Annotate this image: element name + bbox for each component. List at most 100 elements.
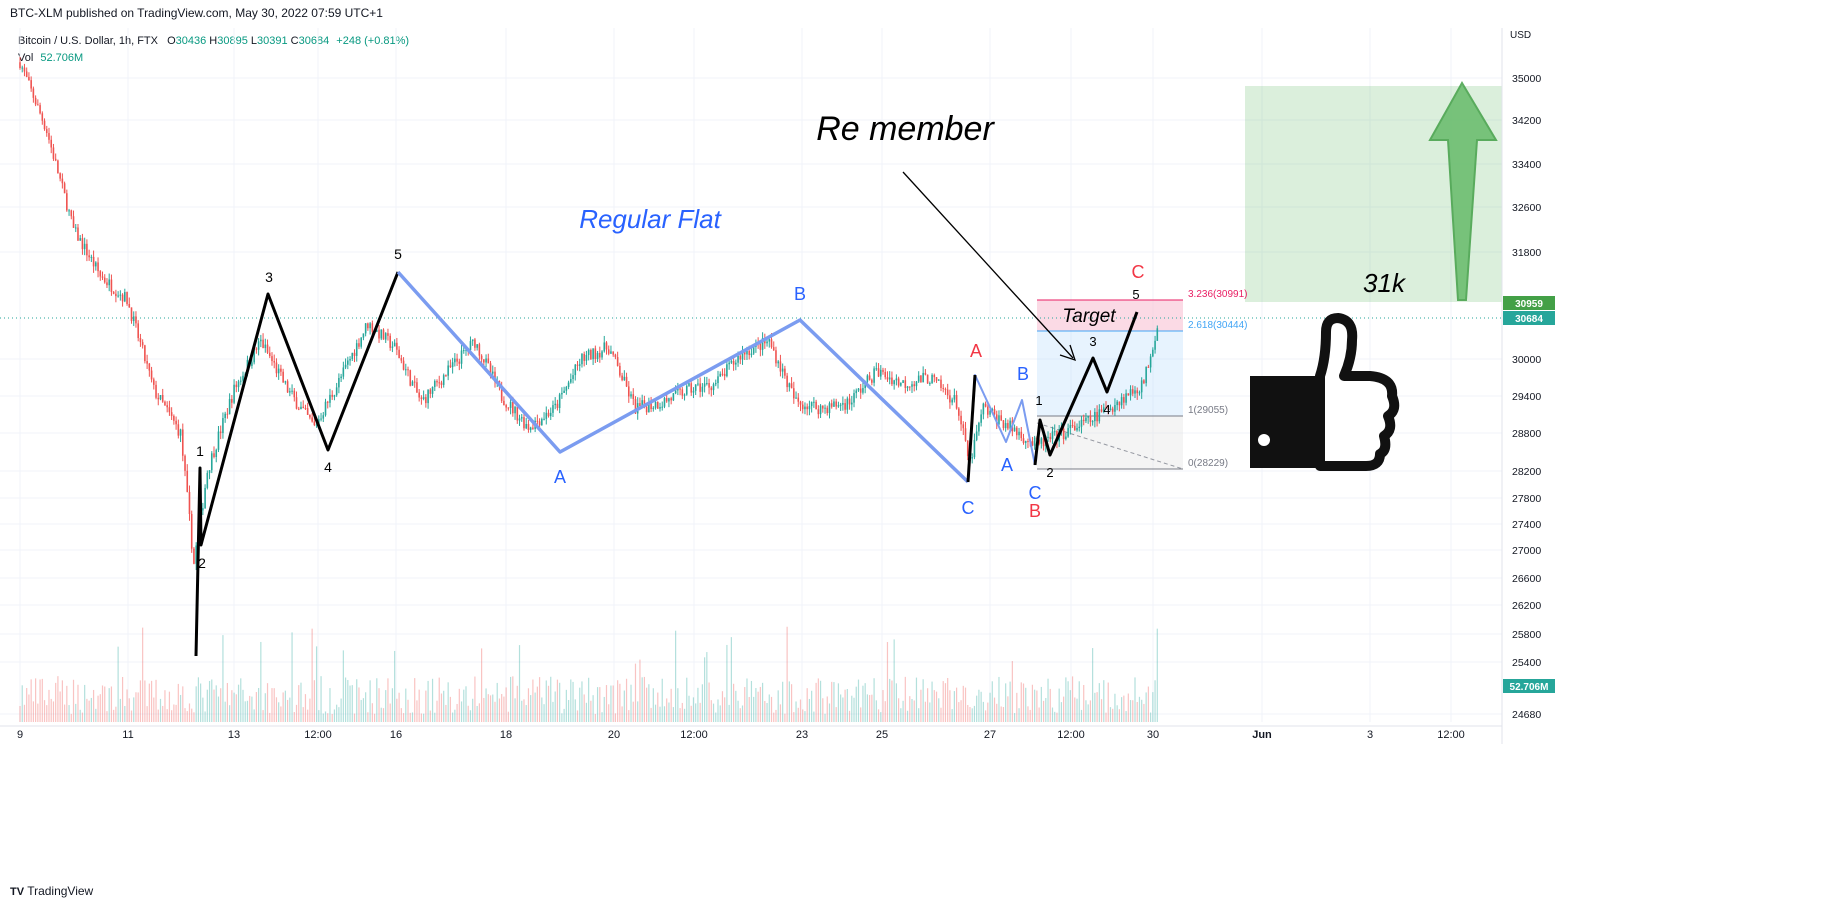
volume-bar — [989, 692, 991, 722]
candle-body — [1073, 425, 1076, 431]
ohlc-open-label: O — [167, 35, 176, 47]
impulse-wave — [194, 271, 400, 657]
volume-bar — [414, 678, 416, 722]
volume-bar — [1058, 688, 1060, 722]
candle-body — [563, 390, 565, 393]
candle-body — [190, 513, 193, 549]
volume-bar — [193, 712, 195, 722]
volume-bar — [837, 683, 840, 722]
volume-bar — [755, 688, 757, 722]
volume-bar — [191, 708, 193, 722]
candle-body — [45, 129, 48, 134]
fib-level-label: 2.618(30444) — [1188, 320, 1248, 331]
candle-body — [694, 384, 697, 391]
volume-bar — [1029, 709, 1031, 722]
volume-bar — [258, 687, 260, 722]
candle-body — [719, 373, 722, 377]
volume-bar — [1065, 677, 1067, 722]
ohlc-close-value: 30684 — [298, 35, 330, 47]
volume-bar — [779, 704, 782, 722]
volume-bar — [797, 707, 799, 722]
candle-body — [355, 343, 358, 356]
wave-label-5: 5 — [394, 246, 402, 262]
candle-body — [438, 382, 441, 384]
volume-bar — [708, 682, 710, 722]
candle-body — [697, 383, 699, 385]
candle-body — [806, 406, 808, 410]
volume-bar — [799, 699, 802, 722]
volume-bar — [1083, 685, 1085, 722]
candle-body — [157, 397, 160, 400]
candle-body — [411, 381, 414, 386]
volume-bar — [204, 711, 206, 722]
candle-body — [474, 339, 476, 348]
volume-bar — [1138, 696, 1141, 722]
volume-bar — [603, 696, 605, 722]
candle-body — [815, 401, 817, 410]
volume-bar — [871, 694, 873, 722]
volume-bar — [280, 706, 282, 722]
volume-bar — [157, 709, 159, 722]
volume-bar — [683, 708, 686, 722]
volume-bar — [804, 711, 806, 722]
candle-body — [1000, 415, 1002, 421]
volume-bar — [333, 709, 336, 722]
projected-impulse — [1033, 311, 1139, 466]
volume-bar — [1121, 697, 1123, 722]
volume-bar — [842, 697, 844, 722]
candle-body — [70, 210, 73, 217]
candle-body — [1098, 409, 1101, 422]
volume-bar — [770, 696, 773, 722]
volume-bar — [324, 711, 327, 722]
candle-body — [935, 377, 938, 381]
candle-body — [926, 374, 929, 384]
candle-body — [730, 360, 733, 363]
volume-bar — [521, 700, 523, 722]
volume-bar — [81, 712, 84, 722]
candle-body — [445, 375, 447, 377]
symbol-legend: Bitcoin / U.S. Dollar, 1h, FTX O30436 H3… — [18, 35, 409, 47]
volume-bar — [768, 694, 770, 722]
volume-bar — [902, 700, 904, 722]
brand-name: TradingView — [27, 884, 94, 898]
candle-body — [460, 350, 463, 364]
candle-body — [529, 427, 532, 430]
volume-bar — [920, 689, 922, 722]
candle-body — [871, 379, 873, 383]
candle-body — [318, 419, 320, 425]
volume-bar — [552, 701, 554, 722]
candle-body — [144, 345, 146, 362]
volume-bar — [1067, 681, 1069, 722]
candle-body — [987, 406, 989, 415]
volume-bar — [668, 702, 670, 722]
candle-body — [1134, 390, 1136, 394]
volume-bar — [287, 699, 289, 722]
volume-bar — [320, 676, 322, 722]
volume-bar — [1109, 707, 1112, 722]
volume-bar — [1054, 711, 1056, 722]
candle-body — [603, 342, 606, 352]
volume-bar — [1136, 702, 1138, 722]
candle-body — [627, 386, 630, 397]
candle-body — [933, 374, 936, 378]
volume-bar — [730, 637, 732, 722]
candle-body — [1033, 437, 1036, 446]
volume-bar — [1103, 680, 1105, 722]
candle-body — [1071, 425, 1074, 427]
wave-a-leg — [966, 374, 977, 483]
candle-body — [425, 397, 427, 404]
tradingview-brand[interactable]: TV TradingView — [10, 884, 93, 898]
candle-body — [79, 238, 82, 241]
candle-body — [859, 388, 862, 393]
volume-bar — [1016, 692, 1018, 722]
ohlc-low-label: L — [250, 35, 258, 47]
symbol-name[interactable]: Bitcoin / U.S. Dollar, 1h, FTX — [18, 35, 158, 47]
candle-body — [891, 377, 893, 385]
candle-body — [908, 386, 911, 388]
price-tick-label: 24680 — [1512, 709, 1541, 721]
currency-label: USD — [1510, 30, 1531, 41]
candle-body — [772, 347, 775, 351]
candle-body — [931, 374, 933, 384]
candle-body — [822, 405, 824, 409]
